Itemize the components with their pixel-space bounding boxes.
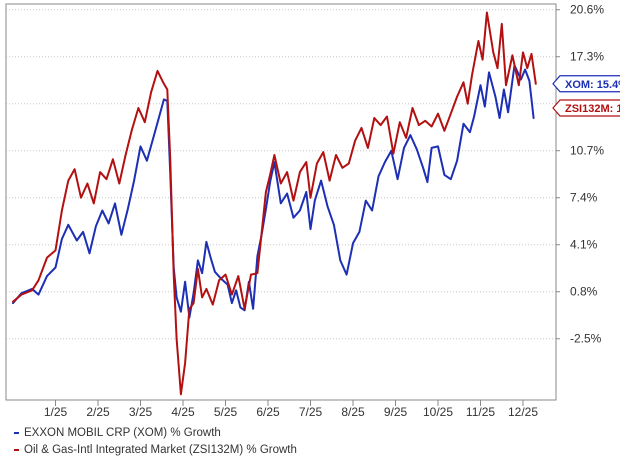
x-tick-label: 1/25 [44,405,68,419]
legend: EXXON MOBIL CRP (XOM) % Growth Oil & Gas… [14,424,297,458]
legend-swatch-xom [14,431,19,434]
x-axis-ticks: 1/25 2/25 3/25 4/25 5/25 6/25 7/25 8/25 9/25 10/2… [44,400,538,419]
end-value-labels: XOM: 15.4% ZSI132M: 13.7% [552,75,620,117]
series-line-xom [12,64,535,319]
x-tick-label: 10/25 [423,405,453,419]
y-tick-label: 20.6% [570,3,604,17]
y-tick-label: -2.5% [570,332,602,346]
gridlines [6,9,556,340]
x-tick-label: 12/25 [508,405,538,419]
x-tick-label: 2/25 [86,405,110,419]
legend-item-zsi132m: Oil & Gas-Intl Integrated Market (ZSI132… [14,441,297,458]
x-tick-label: 3/25 [129,405,153,419]
y-tick-label: 10.7% [570,144,604,158]
end-label-text: XOM: 15.4% [565,79,620,91]
legend-label-zsi132m: Oil & Gas-Intl Integrated Market (ZSI132… [24,443,297,456]
y-tick-label: 7.4% [570,191,598,205]
end-label-text: ZSI132M: 13.7% [565,103,620,115]
series-line-zsi132m [12,11,537,396]
end-label-box [552,99,620,117]
x-tick-label: 6/25 [256,405,280,419]
end-label-box [552,75,620,93]
y-tick-label: 4.1% [570,238,598,252]
y-axis-ticks: 20.6% 17.3% 10.7% 7.4% 4.1% 0.8% -2.5% [556,3,604,346]
x-tick-label: 8/25 [341,405,365,419]
x-tick-label: 4/25 [171,405,195,419]
x-tick-label: 11/25 [466,405,495,419]
legend-item-xom: EXXON MOBIL CRP (XOM) % Growth [14,424,297,441]
y-tick-label: 17.3% [570,50,604,64]
x-tick-label: 5/25 [214,405,238,419]
end-label-xom: XOM: 15.4% [552,75,620,93]
x-tick-label: 7/25 [299,405,323,419]
x-tick-label: 9/25 [384,405,408,419]
series-lines [12,11,537,396]
legend-swatch-zsi132m [14,448,19,451]
y-tick-label: 0.8% [570,285,598,299]
end-label-zsi132m: ZSI132M: 13.7% [552,99,620,117]
legend-label-xom: EXXON MOBIL CRP (XOM) % Growth [24,426,221,439]
plot-frame [5,3,557,401]
